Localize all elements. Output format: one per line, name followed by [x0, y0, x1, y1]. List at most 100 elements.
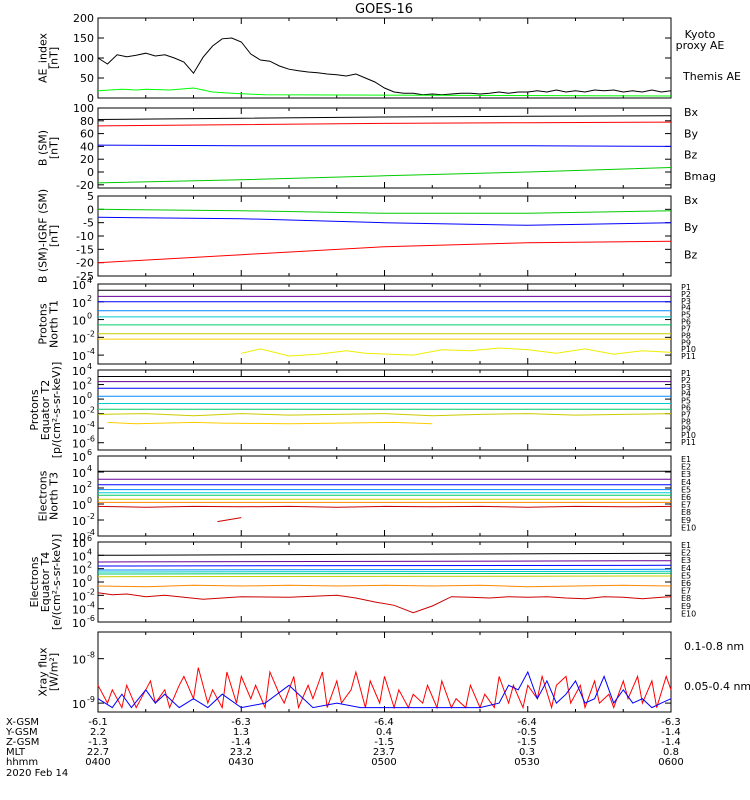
- xaxis-value: -1.4: [661, 727, 681, 738]
- legend-bmag: Bmag: [684, 170, 716, 183]
- y-tick-label: 10: [72, 315, 86, 328]
- y-tick-label: 10: [72, 423, 86, 436]
- xaxis-value: 23.2: [230, 747, 252, 758]
- xaxis-row-label-y-gsm: Y-GSM: [5, 727, 38, 738]
- y-tick-label: 10: [72, 654, 86, 667]
- channel-label-e4: E4: [681, 564, 691, 573]
- xaxis-value: -1.3: [88, 737, 108, 748]
- series-themis-ae: [97, 37, 672, 96]
- series-e10: [217, 517, 242, 523]
- y-tick-label: 10: [72, 550, 86, 563]
- channel-label-p11: P11: [681, 352, 696, 361]
- legend-bz: Bz: [684, 149, 698, 162]
- y-tick-exponent: 0: [87, 496, 92, 505]
- channel-label-p7: P7: [681, 410, 691, 419]
- series-p7: [97, 413, 672, 417]
- panel-3-ylabel: B (SM)-IGRF (SM): [37, 189, 50, 283]
- y-tick-exponent: -4: [87, 528, 95, 537]
- series-e8: [97, 584, 672, 588]
- channel-label-e3: E3: [681, 470, 691, 479]
- y-tick-label: 10: [72, 604, 86, 617]
- legend-kyoto: Kyoto: [685, 28, 716, 41]
- channel-label-e8: E8: [681, 594, 691, 603]
- xaxis-value: 0430: [228, 757, 253, 768]
- channel-label-p2: P2: [681, 376, 691, 385]
- channel-label-e9: E9: [681, 516, 691, 525]
- y-tick-label: 10: [72, 365, 86, 378]
- y-tick-label: 10: [72, 499, 86, 512]
- y-tick-label: 150: [73, 32, 94, 45]
- series-0-05-0-4-nm: [97, 670, 672, 709]
- y-tick-exponent: -2: [87, 329, 95, 338]
- y-tick-label: 10: [72, 297, 86, 310]
- channel-label-e6: E6: [681, 493, 691, 502]
- channel-label-e10: E10: [681, 609, 696, 618]
- y-tick-label: -10: [76, 230, 94, 243]
- channel-label-p2: P2: [681, 290, 691, 299]
- xaxis-value: -6.1: [88, 717, 108, 728]
- series-bz: [97, 121, 672, 127]
- series-e6: [97, 572, 672, 575]
- panel-7-ylabel: Equator T4: [39, 552, 52, 612]
- panel-3-ylabel: [nT]: [48, 225, 61, 247]
- xaxis-value: -1.5: [374, 737, 394, 748]
- y-tick-label: 5: [87, 190, 94, 203]
- xaxis-value: 0.8: [663, 747, 679, 758]
- series-kyoto-proxy-ae: [97, 87, 672, 97]
- channel-label-e7: E7: [681, 501, 691, 510]
- channel-label-p1: P1: [681, 369, 691, 378]
- channel-label-e5: E5: [681, 571, 691, 580]
- y-tick-label: 10: [72, 531, 86, 544]
- channel-label-e4: E4: [681, 478, 691, 487]
- channel-label-p4: P4: [681, 304, 691, 313]
- y-tick-exponent: 0: [87, 391, 92, 400]
- channel-label-p8: P8: [681, 331, 691, 340]
- y-tick-label: -25: [76, 270, 94, 283]
- channel-label-p10: P10: [681, 431, 696, 440]
- channel-label-e2: E2: [681, 549, 691, 558]
- channel-label-p3: P3: [681, 297, 691, 306]
- series-e9: [97, 505, 672, 508]
- xaxis-value: 1.3: [233, 727, 249, 738]
- legend-bx: Bx: [684, 106, 699, 119]
- channel-label-p4: P4: [681, 390, 691, 399]
- y-tick-exponent: 2: [87, 480, 92, 489]
- series-p9: [241, 347, 672, 357]
- panel-2-ylabel: B (SM): [37, 130, 50, 166]
- y-tick-label: 10: [72, 467, 86, 480]
- channel-label-e10: E10: [681, 523, 696, 532]
- series-by: [97, 208, 672, 214]
- series-e2: [97, 560, 672, 563]
- series-bx: [97, 216, 672, 226]
- y-tick-exponent: -2: [87, 512, 95, 521]
- xaxis-value: 0600: [658, 757, 683, 768]
- y-tick-label: -20: [76, 179, 94, 192]
- y-tick-label: 10: [72, 577, 86, 590]
- series-by: [97, 167, 672, 184]
- panel-5-ylabel: Protons: [28, 389, 41, 430]
- panel-1-ylabel: [nT]: [48, 47, 61, 69]
- series-bmag: [97, 115, 672, 120]
- y-tick-exponent: 4: [87, 464, 92, 473]
- y-tick-label: 20: [80, 153, 94, 166]
- channel-label-p3: P3: [681, 383, 691, 392]
- xaxis-value: -1.4: [231, 737, 251, 748]
- channel-label-e1: E1: [681, 541, 691, 550]
- xaxis-value: 0.4: [376, 727, 392, 738]
- y-tick-label: 10: [72, 409, 86, 422]
- legend-proxy-ae: proxy AE: [676, 39, 725, 52]
- channel-label-p9: P9: [681, 338, 691, 347]
- channel-label-p6: P6: [681, 404, 691, 413]
- xaxis-value: 0530: [514, 757, 539, 768]
- y-tick-exponent: 4: [87, 547, 92, 556]
- panel-7-ylabel: Electrons: [28, 556, 41, 607]
- xaxis-value: -6.4: [517, 717, 537, 728]
- y-tick-label: 60: [80, 128, 94, 141]
- channel-label-e7: E7: [681, 587, 691, 596]
- xaxis-value: 23.7: [373, 747, 395, 758]
- series-e9: [97, 592, 672, 614]
- y-tick-exponent: -2: [87, 587, 95, 596]
- panel-1-ylabel: AE_index: [37, 32, 50, 83]
- series-e3: [97, 564, 672, 567]
- channel-label-p8: P8: [681, 417, 691, 426]
